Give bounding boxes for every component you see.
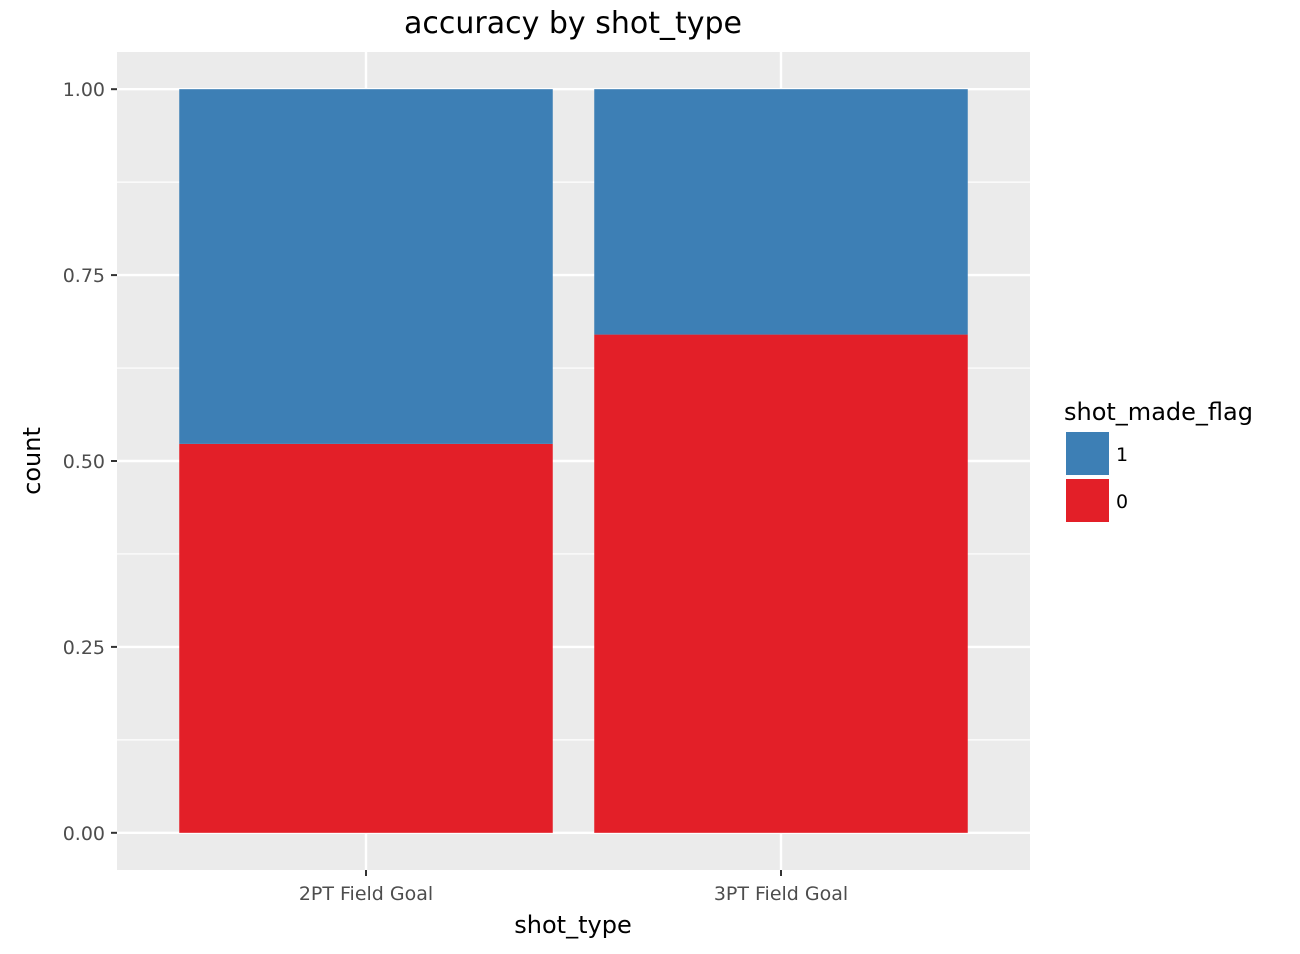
legend-key	[1066, 479, 1109, 522]
x-axis: 2PT Field Goal 3PT Field Goal	[299, 870, 848, 905]
y-tick-label: 0.00	[63, 823, 105, 845]
bar-segment	[179, 89, 553, 444]
y-axis: 0.00 0.25 0.50 0.75 1.00	[63, 79, 117, 845]
x-tick-label: 3PT Field Goal	[714, 883, 848, 905]
legend: shot_made_flag 10	[1064, 398, 1253, 522]
y-tick-label: 0.25	[63, 637, 105, 659]
chart-title: accuracy by shot_type	[404, 6, 742, 41]
bars	[179, 89, 968, 833]
x-axis-title: shot_type	[514, 911, 631, 939]
bar-segment	[594, 334, 968, 833]
y-tick-label: 0.75	[63, 265, 105, 287]
legend-label: 1	[1116, 444, 1128, 466]
y-axis-title: count	[18, 427, 46, 495]
bar-segment	[179, 443, 553, 833]
x-tick-label: 2PT Field Goal	[299, 883, 433, 905]
legend-title: shot_made_flag	[1064, 398, 1253, 426]
legend-items: 10	[1066, 432, 1128, 522]
legend-key	[1066, 432, 1109, 475]
y-tick-label: 0.50	[63, 451, 105, 473]
bar-segment	[594, 89, 968, 335]
y-tick-label: 1.00	[63, 79, 105, 101]
legend-label: 0	[1116, 491, 1128, 513]
